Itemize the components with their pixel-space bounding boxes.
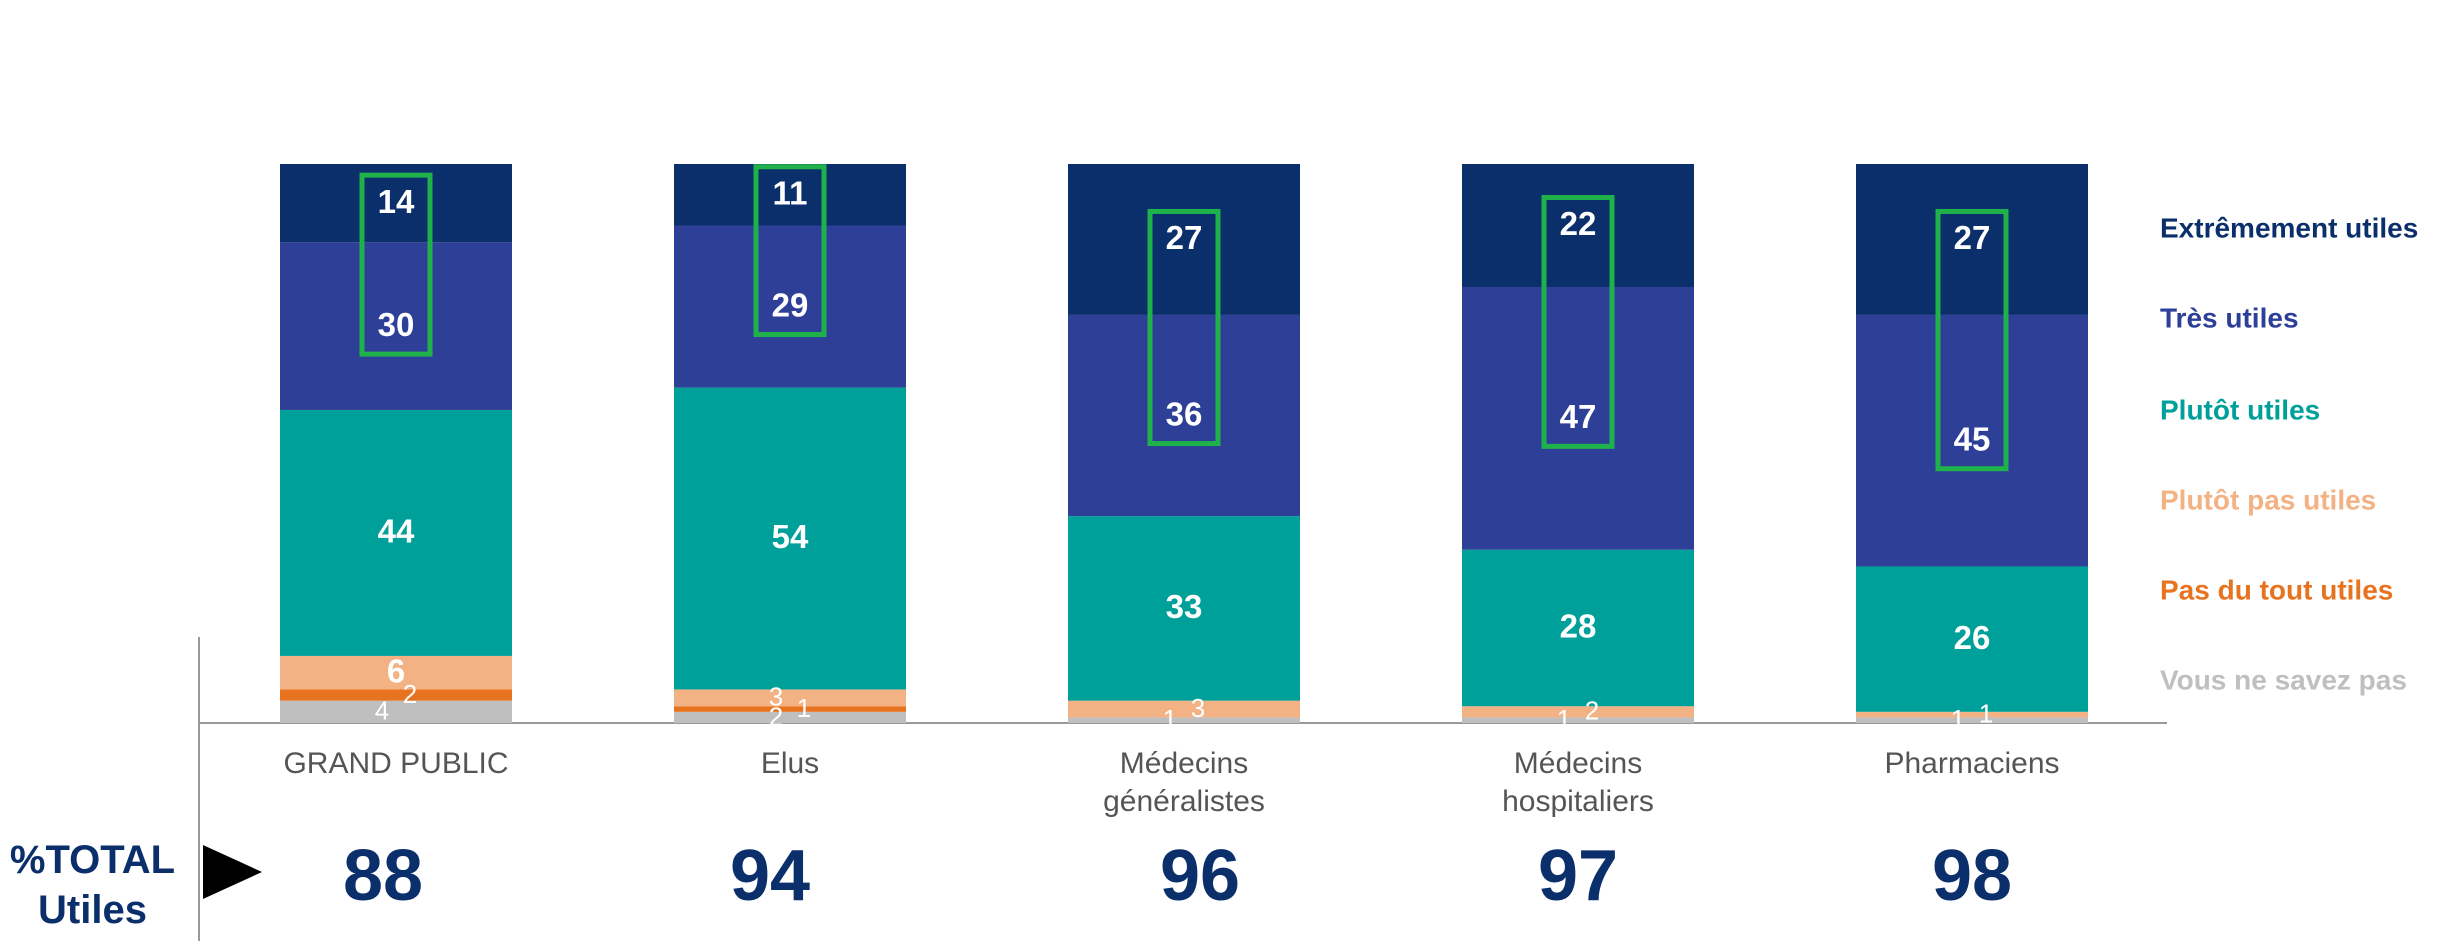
highlight-box: [753, 164, 827, 338]
data-label: 3: [1191, 693, 1205, 723]
x-tick-label: GRAND PUBLIC: [283, 747, 509, 780]
total-value: 94: [729, 836, 811, 916]
data-label: 36: [1166, 395, 1203, 432]
data-label: 1: [1557, 704, 1571, 734]
total-value: 98: [1931, 836, 2013, 916]
x-tick-label: Pharmaciens: [1884, 747, 2060, 780]
legend-entry: Vous ne savez pas: [2160, 664, 2407, 695]
data-label: 1: [1163, 704, 1177, 734]
legend-entry: Plutôt utiles: [2160, 394, 2320, 425]
bar-segment: [1856, 314, 2088, 567]
data-label: 33: [1166, 588, 1203, 625]
bar-segment: [1462, 717, 1694, 723]
data-label: 6: [387, 652, 405, 689]
bar-segment: [1462, 164, 1694, 287]
bar-segment: [674, 689, 906, 707]
highlight-box: [1541, 194, 1615, 449]
total-label: %TOTAL Utiles: [9, 838, 176, 932]
data-label: 1: [1979, 698, 1993, 728]
data-label: 30: [378, 306, 415, 343]
bar-segment: [1856, 711, 2088, 718]
total-value: 97: [1537, 836, 1619, 916]
data-label: 27: [1166, 219, 1203, 256]
bar-segment: [674, 164, 906, 226]
x-tick-label: Médecins généralistes: [1103, 747, 1265, 818]
data-label: 27: [1954, 219, 1991, 256]
bar-segment: [280, 242, 512, 410]
bar-segment: [1462, 549, 1694, 707]
bar-segment: [280, 655, 512, 690]
bar-segment: [1068, 164, 1300, 315]
legend-entry: Très utiles: [2160, 302, 2299, 333]
highlight-box: [1935, 208, 2009, 472]
highlight-box: [1147, 208, 1221, 447]
bar-segment: [1068, 516, 1300, 701]
data-label: 11: [773, 174, 808, 211]
bar-segment: [1856, 566, 2088, 712]
data-label: 2: [403, 679, 417, 709]
legend-entry: Extrêmement utiles: [2160, 212, 2418, 243]
bar-segment: [1856, 164, 2088, 315]
bar-segment: [1068, 314, 1300, 517]
bar-segment: [280, 700, 512, 723]
data-label: 54: [772, 518, 809, 555]
data-label: 28: [1560, 608, 1597, 645]
data-label: 1: [797, 693, 811, 723]
bar-segment: [280, 689, 512, 701]
data-label: 26: [1954, 619, 1991, 656]
bar-segment: [280, 409, 512, 656]
arrow: [203, 845, 262, 899]
data-label: 1: [1951, 704, 1965, 734]
bar-segment: [1462, 706, 1694, 718]
bar-segment: [674, 711, 906, 723]
total-value: 88: [342, 836, 424, 916]
bar-segment: [674, 225, 906, 388]
data-label: 44: [378, 513, 415, 550]
data-label: 3: [769, 682, 783, 712]
data-label: 47: [1560, 398, 1597, 435]
data-label: 22: [1560, 205, 1597, 242]
bar-segment: [1462, 286, 1694, 550]
bar-segment: [674, 387, 906, 690]
total-value: 96: [1159, 836, 1241, 916]
bar-segment: [1856, 717, 2088, 723]
bar-segment: [1068, 700, 1300, 718]
x-tick-label: Elus: [760, 747, 820, 780]
legend-entry: Plutôt pas utiles: [2160, 484, 2376, 515]
data-label: 2: [769, 701, 783, 731]
highlight-box: [359, 172, 433, 357]
data-label: 14: [378, 183, 415, 220]
x-tick-label: Médecins hospitaliers: [1502, 747, 1654, 818]
data-label: 2: [1585, 696, 1599, 726]
legend-entry: Pas du tout utiles: [2160, 574, 2393, 605]
data-label: 45: [1954, 420, 1991, 457]
data-label: 29: [772, 286, 809, 323]
bar-segment: [1068, 717, 1300, 723]
data-label: 4: [375, 696, 389, 726]
bar-segment: [674, 706, 906, 712]
